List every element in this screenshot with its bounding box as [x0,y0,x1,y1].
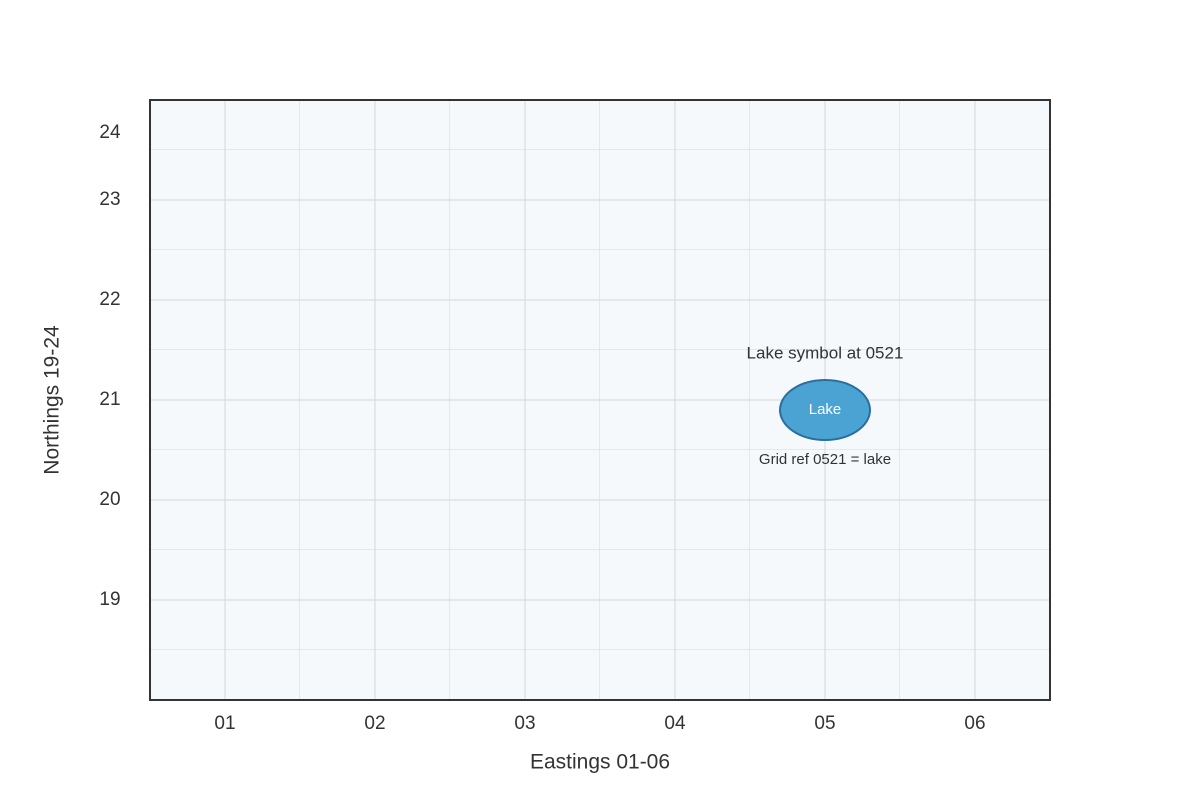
x-axis-title: Eastings 01-06 [530,751,670,774]
x-tick-label: 02 [364,713,385,734]
map-frame [149,99,1051,701]
x-tick-label: 06 [964,713,985,734]
x-tick-label: 03 [514,713,535,734]
y-tick-label: 23 [99,189,120,210]
y-axis-title: Northings 19-24 [41,325,64,475]
y-tick-label: 24 [99,122,121,143]
map-layer [150,99,1050,700]
x-tick-label: 04 [664,713,686,734]
feature-label: Lake [809,401,842,418]
x-tick-label: 05 [814,713,835,734]
y-tick-label: 20 [99,489,120,510]
y-tick-label: 19 [99,589,120,610]
feature-caption: Grid ref 0521 = lake [759,451,891,468]
y-tick-label: 22 [99,289,120,310]
feature-annotation: Lake symbol at 0521 [747,343,904,362]
x-tick-label: 01 [214,713,235,734]
y-tick-label: 21 [99,389,120,410]
lake-symbol [779,379,871,441]
